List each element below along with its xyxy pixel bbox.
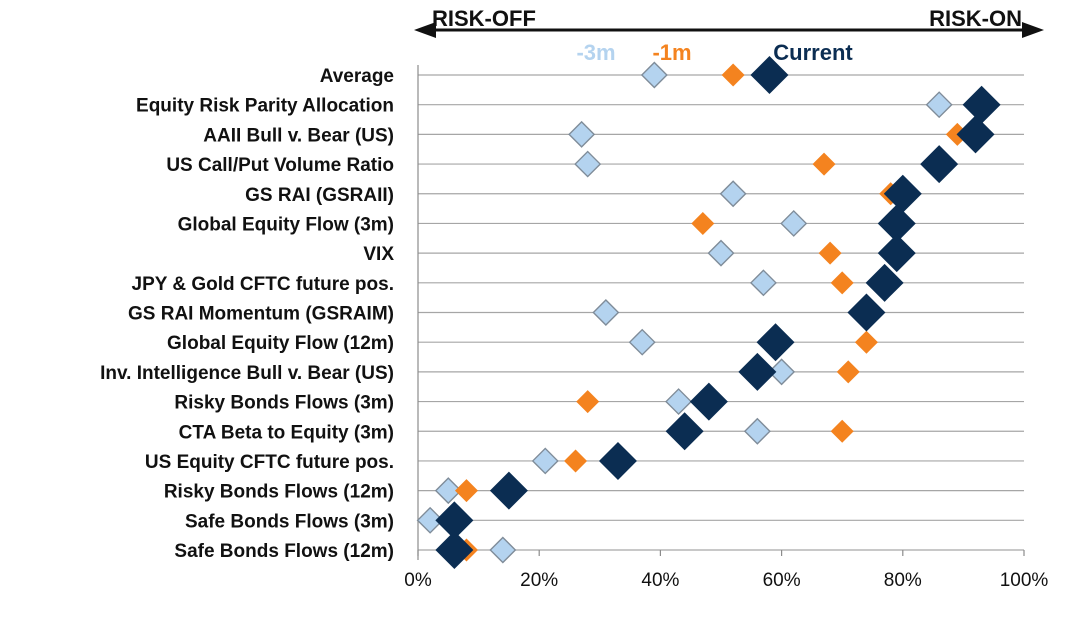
marker-minus-3m <box>640 61 668 89</box>
category-labels: Average Equity Risk Parity Allocation AAII… <box>100 66 394 562</box>
marker-minus-1m <box>854 330 878 354</box>
legend-entry-minus-3m: -3m <box>576 40 615 65</box>
category-label: US Call/Put Volume Ratio <box>166 155 394 176</box>
arrow-left-head <box>414 22 436 38</box>
marker-minus-1m <box>830 271 854 295</box>
risk-on-label: RISK-ON <box>929 6 1022 31</box>
category-label: Inv. Intelligence Bull v. Bear (US) <box>100 363 394 384</box>
marker-minus-1m <box>830 419 854 443</box>
category-label: CTA Beta to Equity (3m) <box>179 422 394 443</box>
category-label: Risky Bonds Flows (12m) <box>164 482 394 503</box>
marker-minus-3m <box>489 536 517 564</box>
marker-minus-3m <box>592 299 620 326</box>
marker-minus-1m <box>818 241 842 265</box>
category-label: GS RAI (GSRAII) <box>245 185 394 206</box>
marker-current <box>435 531 474 569</box>
x-tick-label: 80% <box>884 570 922 591</box>
marker-minus-3m <box>707 239 735 267</box>
x-tick-label: 60% <box>763 570 801 591</box>
risk-direction-arrow: RISK-OFF RISK-ON <box>414 6 1044 38</box>
category-label: Global Equity Flow (12m) <box>167 333 394 354</box>
marker-minus-1m <box>721 63 745 87</box>
category-label: US Equity CFTC future pos. <box>145 452 394 473</box>
x-axis: 0% 20% 40% 60% 80% 100% <box>404 65 1048 591</box>
gridlines <box>418 74 1024 551</box>
category-label: JPY & Gold CFTC future pos. <box>132 274 395 295</box>
marker-minus-3m <box>531 447 559 475</box>
marker-current <box>956 115 995 154</box>
marker-current <box>877 234 916 273</box>
marker-current <box>598 441 637 480</box>
marker-current <box>920 145 959 184</box>
marker-minus-1m <box>812 152 836 176</box>
marker-current <box>756 323 795 362</box>
x-tick-label: 20% <box>520 570 558 591</box>
marker-minus-3m <box>416 506 444 534</box>
marker-current <box>689 382 728 421</box>
marker-minus-3m <box>743 417 771 445</box>
marker-minus-3m <box>568 120 596 148</box>
marker-minus-3m <box>925 91 953 119</box>
marker-current <box>738 352 777 391</box>
marker-current <box>665 412 704 451</box>
marker-minus-1m <box>576 390 600 414</box>
marker-current <box>877 204 916 243</box>
category-label: Safe Bonds Flows (12m) <box>174 541 394 562</box>
marker-minus-3m <box>719 180 747 208</box>
marker-minus-3m <box>628 328 656 356</box>
marker-minus-3m <box>574 150 602 178</box>
category-label: Equity Risk Parity Allocation <box>136 96 394 117</box>
marker-minus-3m <box>780 209 808 237</box>
data-markers <box>416 56 1001 569</box>
marker-current <box>883 174 922 213</box>
marker-current <box>489 471 528 510</box>
marker-current <box>847 293 886 332</box>
risk-off-label: RISK-OFF <box>432 6 536 31</box>
marker-minus-1m <box>564 449 588 473</box>
marker-minus-1m <box>691 211 715 235</box>
marker-minus-3m <box>768 358 796 386</box>
marker-minus-3m <box>665 388 693 416</box>
marker-minus-1m <box>836 360 860 384</box>
marker-minus-3m <box>434 477 462 505</box>
x-tick-label: 40% <box>641 570 679 591</box>
marker-minus-3m <box>749 269 777 297</box>
marker-current <box>435 501 474 540</box>
category-label: Average <box>320 66 394 87</box>
category-label: GS RAI Momentum (GSRAIM) <box>128 304 394 325</box>
x-tick-label: 0% <box>404 570 432 591</box>
marker-current <box>962 85 1001 124</box>
category-label: VIX <box>363 244 394 265</box>
category-label: AAII Bull v. Bear (US) <box>203 125 394 146</box>
legend: -3m -1m Current <box>576 40 853 65</box>
arrow-right-head <box>1022 22 1044 38</box>
category-label: Safe Bonds Flows (3m) <box>185 511 394 532</box>
category-label: Risky Bonds Flows (3m) <box>174 393 394 414</box>
marker-current <box>865 263 904 302</box>
legend-entry-minus-1m: -1m <box>652 40 691 65</box>
marker-current <box>750 56 789 94</box>
category-label: Global Equity Flow (3m) <box>178 214 394 235</box>
x-tick-label: 100% <box>1000 570 1049 591</box>
marker-minus-1m <box>454 479 478 503</box>
legend-entry-current: Current <box>773 40 853 65</box>
